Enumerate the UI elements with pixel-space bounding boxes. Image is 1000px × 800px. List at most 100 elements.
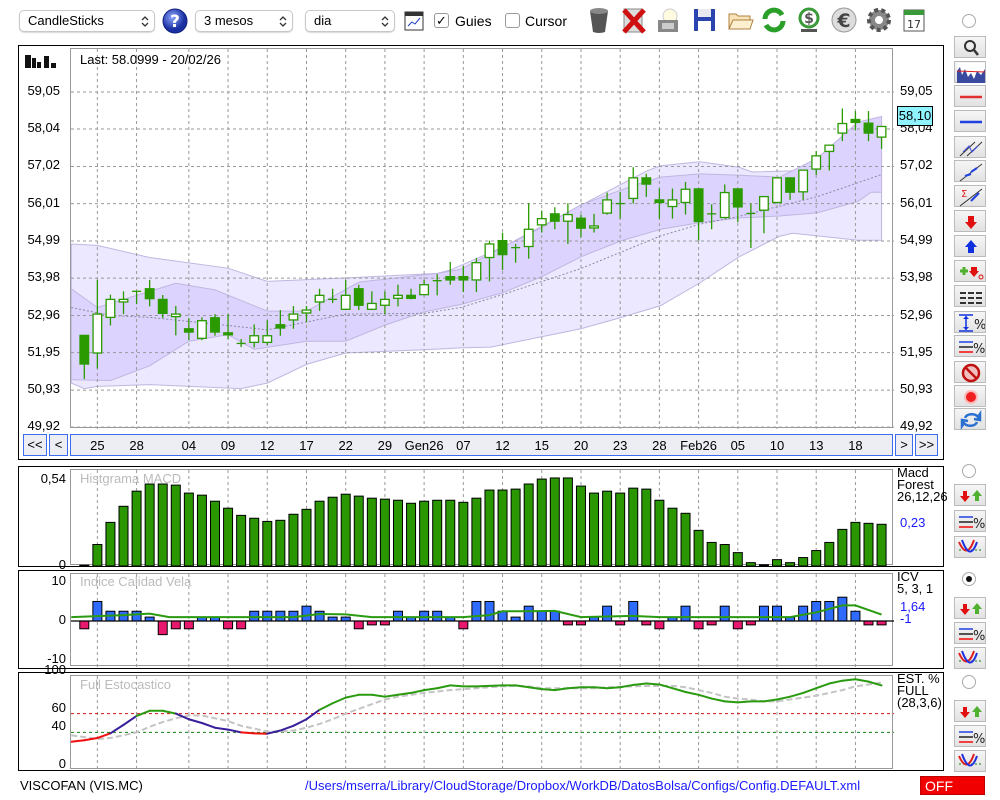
candle-bullish [92,313,103,354]
crossover-tool-button[interactable] [954,536,986,558]
calendar-icon[interactable]: 17 [900,6,928,34]
nav-first-button[interactable]: << [23,434,47,456]
macd-histogram-bar [210,500,220,566]
zoom-tool-button[interactable] [954,36,986,58]
macd-histogram-bar [223,507,234,566]
red-horizontal-line-tool-button[interactable] [954,85,986,107]
stochastic-k-segment [187,718,203,724]
macd-plot[interactable] [70,469,893,566]
icv-bar [680,605,691,622]
signals-tool-icon [960,706,982,718]
candle-bullish [562,213,573,222]
date-tick-label: Feb26 [680,438,718,453]
candle-bullish [366,302,377,310]
guides-checkbox[interactable]: ✓ [434,13,449,28]
macd-histogram-bar [379,498,390,566]
config-path-link[interactable]: /Users/mserra/Library/CloudStorage/Dropb… [305,778,861,793]
macd-params: 26,12,26 [897,489,948,504]
nav-last-button[interactable]: >> [915,434,938,456]
stochastic-k-segment [789,691,805,698]
trend-line-tool-button[interactable] [954,160,986,182]
sell-signal-tool-button[interactable] [954,210,986,232]
macd-histogram-bar [366,497,377,566]
sigma-trend-tool-button[interactable]: Σ [954,185,986,207]
candle-bullish [419,284,430,296]
save-icon[interactable] [690,6,718,34]
levels-percent-tool-button[interactable]: % [954,622,986,644]
clear-tool-button[interactable] [954,361,986,383]
price-tick-label-right: 51,95 [900,343,933,359]
stochastic-k-segment [174,712,190,721]
candle-bullish [471,262,482,281]
bar-chart-icon[interactable] [25,52,59,68]
lamp-icon[interactable] [655,6,683,34]
folder-icon[interactable] [726,6,754,34]
levels-percent-tool-button[interactable]: % [954,510,986,532]
crossover-tool-button[interactable] [954,750,986,772]
candle-bearish [576,217,586,229]
date-axis[interactable]: 25 28 04 09 12 17 22 29 Gen26 07 12 15 20 23 28 Feb26 05… [70,434,893,456]
interval-select[interactable]: dia [305,10,395,32]
levels-percent-tool-button[interactable]: % [954,335,986,357]
svg-text:%: % [973,342,985,357]
macd-histogram-bar [850,521,861,566]
cursor-checkbox[interactable] [505,13,520,28]
record-tool-button[interactable] [954,385,986,407]
grid-lines-tool-icon [960,292,982,304]
trash-icon[interactable] [585,6,613,34]
signals-tool-icon [960,603,982,615]
candle-bullish [719,191,730,219]
macd-histogram-bar [811,550,822,566]
swap-tool-button[interactable] [954,408,986,430]
macd-histogram-bar [693,529,704,566]
period-select[interactable]: 3 mesos [195,10,293,32]
icv-plot[interactable] [70,573,894,667]
icv-panel-radio[interactable] [962,572,976,586]
price-plot[interactable] [70,48,894,429]
channel-tool-button[interactable] [954,136,986,158]
range-percent-tool-button[interactable]: % [954,311,986,333]
signals-tool-button[interactable] [954,484,986,506]
stochastic-k-segment [854,678,870,683]
stochastic-k-segment [671,687,687,693]
macd-histogram-bar [196,494,207,566]
help-icon[interactable]: ? [162,8,188,34]
icv-bar [92,600,103,622]
macd-histogram-bar [824,541,835,566]
blue-horizontal-line-tool-button[interactable] [954,110,986,132]
gear-icon[interactable] [865,6,893,34]
chart-type-value: CandleSticks [28,13,104,28]
grid-lines-tool-button[interactable] [954,285,986,307]
crossover-tool-icon [958,650,983,664]
dollar-refresh-icon[interactable]: $ [795,6,823,34]
icv-bar [170,620,181,630]
stochastic-k-segment [292,718,308,727]
price-tick-label-right: 50,93 [900,381,933,397]
levels-percent-tool-icon: % [959,341,985,357]
macd-panel-radio[interactable] [962,464,976,478]
period-value: 3 mesos [204,13,254,28]
price-tick-label-right: 56,01 [900,194,933,210]
refresh-icon[interactable] [760,6,788,34]
status-off-button[interactable]: OFF [920,776,985,795]
price-tick-label: 54,99 [27,232,60,248]
signals-tool-button[interactable] [954,597,986,619]
euro-icon[interactable]: € [830,6,858,34]
icv-value-1: 1,64 [900,599,926,614]
chart-type-select[interactable]: CandleSticks [19,10,155,32]
macd-histogram-bar [549,477,560,566]
volume-profile-tool-button[interactable] [954,61,986,83]
add-order-tool-button[interactable] [954,260,986,282]
main-panel-radio[interactable] [962,14,976,28]
stochastic-plot[interactable] [70,675,894,770]
levels-percent-tool-button[interactable]: % [954,725,986,747]
stochastic-k-segment [383,693,399,698]
chart-window-icon[interactable] [404,11,424,31]
buy-signal-tool-button[interactable] [954,235,986,257]
signals-tool-button[interactable] [954,700,986,722]
stochastic-panel-radio[interactable] [962,675,976,689]
nav-prev-button[interactable]: < [49,434,68,456]
crossover-tool-button[interactable] [954,647,986,669]
delete-icon[interactable] [620,6,648,34]
nav-next-button[interactable]: > [895,434,913,456]
